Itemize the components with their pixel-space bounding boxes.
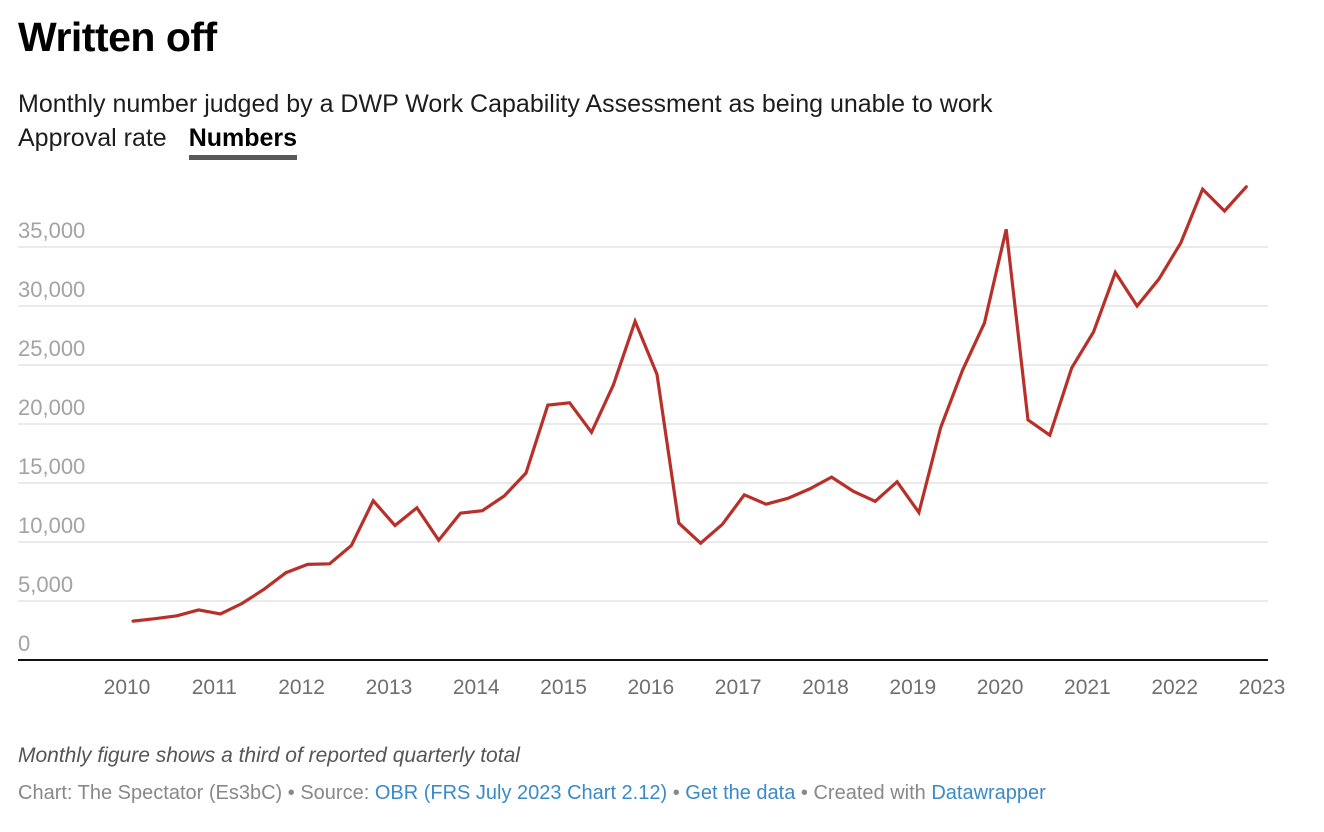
chart-note: Monthly figure shows a third of reported…: [18, 744, 520, 767]
y-tick-label: 10,000: [18, 513, 85, 538]
y-tick-label: 25,000: [18, 336, 85, 361]
gridlines: [18, 246, 1268, 602]
x-tick-label: 2018: [802, 676, 849, 699]
x-tick-label: 2017: [715, 676, 762, 699]
separator: •: [795, 782, 814, 804]
line-chart: 0 5,000 10,000 15,000 20,000 25,000 30,000 35,0…: [18, 185, 1286, 699]
y-tick-label: 35,000: [18, 218, 85, 243]
y-tick-label: 15,000: [18, 454, 85, 479]
x-tick-label: 2023: [1239, 676, 1286, 699]
tab-approval-rate[interactable]: Approval rate: [18, 124, 167, 152]
x-tick-label: 2022: [1151, 676, 1198, 699]
x-tick-label: 2013: [366, 676, 413, 699]
x-tick-label: 2011: [192, 676, 237, 699]
chart-credit: Chart: The Spectator (Es3bC): [18, 782, 283, 804]
y-tick-label: 30,000: [18, 277, 85, 302]
separator: •: [282, 782, 301, 804]
y-tick-label: 20,000: [18, 395, 85, 420]
credits: Chart: The Spectator (Es3bC) • Source: O…: [18, 782, 1046, 805]
series-line-numbers: [131, 185, 1248, 623]
x-tick-label: 2019: [889, 676, 936, 699]
x-tick-label: 2010: [104, 676, 151, 699]
x-axis-labels: 2010 2011 2012 2013 2014 2015 2016 2017 2018 2019…: [104, 676, 1286, 699]
chart-title: Written off: [18, 14, 217, 60]
separator: •: [667, 782, 686, 804]
y-tick-label: 5,000: [18, 572, 73, 597]
y-tick-label: 0: [18, 631, 30, 656]
x-tick-label: 2020: [977, 676, 1024, 699]
x-tick-label: 2015: [540, 676, 587, 699]
datawrapper-link[interactable]: Datawrapper: [931, 782, 1046, 804]
source-label: Source:: [300, 782, 375, 804]
x-tick-label: 2012: [278, 676, 325, 699]
x-tick-label: 2016: [627, 676, 674, 699]
x-tick-label: 2021: [1064, 676, 1111, 699]
y-axis-labels: 0 5,000 10,000 15,000 20,000 25,000 30,000 35,0…: [18, 218, 85, 656]
view-toggle: Approval rate Numbers: [18, 124, 319, 160]
x-tick-label: 2014: [453, 676, 500, 699]
tab-numbers[interactable]: Numbers: [188, 124, 298, 160]
get-data-link[interactable]: Get the data: [685, 782, 796, 804]
source-link[interactable]: OBR (FRS July 2023 Chart 2.12): [374, 782, 668, 804]
chart-subtitle: Monthly number judged by a DWP Work Capa…: [18, 90, 993, 118]
created-with-label: Created with: [813, 782, 932, 804]
